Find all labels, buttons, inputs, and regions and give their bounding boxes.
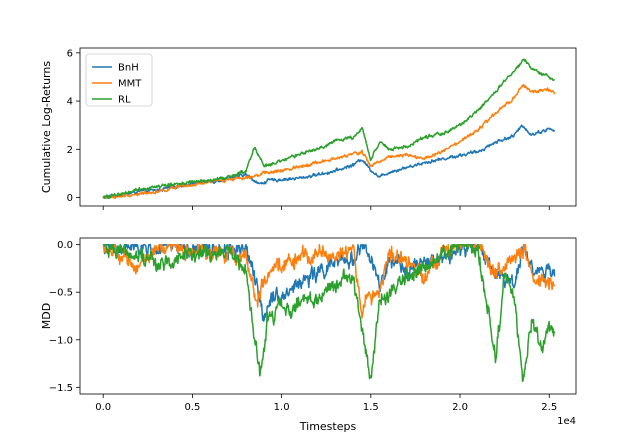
x-tick-label: 2.5 — [541, 402, 557, 413]
y-axis-label: MDD — [40, 303, 53, 329]
axes-frame — [79, 237, 577, 395]
series-line-rl — [102, 243, 556, 382]
y-tick-label: −0.5 — [49, 288, 73, 299]
y-tick-label: 2 — [67, 145, 73, 156]
x-tick-label: 2.0 — [452, 402, 468, 413]
series-group — [102, 58, 556, 200]
axes-frame — [79, 47, 577, 207]
legend-label-rl: RL — [118, 95, 131, 106]
x-tick-label: 1.5 — [363, 402, 379, 413]
y-tick-label: −1.0 — [49, 335, 73, 346]
y-tick-label: 4 — [67, 97, 73, 108]
series-line-mmt — [102, 83, 556, 200]
x-tick-label: 0.5 — [184, 402, 200, 413]
y-tick-label: 0.0 — [57, 240, 73, 251]
legend-label-bnh: BnH — [118, 63, 139, 74]
x-tick-label: 1.0 — [274, 402, 290, 413]
panel-returns: 0 2 4 6 Cumulative Log-Returns BnH MMT RL — [40, 47, 577, 210]
series-group — [102, 243, 556, 382]
legend: BnH MMT RL — [85, 53, 153, 107]
y-tick-label: 0 — [67, 193, 73, 204]
series-line-rl — [102, 58, 556, 200]
y-tick-label: 6 — [67, 48, 73, 59]
legend-label-mmt: MMT — [118, 79, 142, 90]
x-offset-label: 1e4 — [557, 416, 576, 427]
y-tick-label: −1.5 — [49, 383, 73, 394]
x-tick-label: 0.0 — [95, 402, 111, 413]
x-axis-label: Timesteps — [299, 420, 357, 433]
series-line-mmt — [102, 243, 556, 319]
y-axis-label: Cumulative Log-Returns — [40, 61, 53, 193]
